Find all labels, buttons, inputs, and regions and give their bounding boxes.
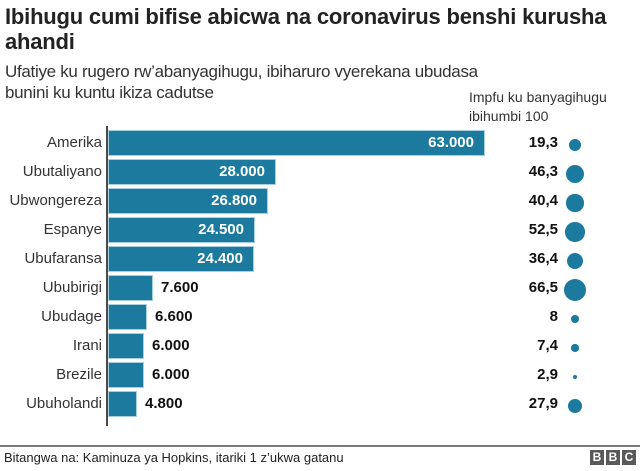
bar-row: Espanye 24.500 52,5: [0, 217, 640, 243]
deaths-bar: [108, 391, 137, 417]
bar-row: Ubutaliyano 28.000 46,3: [0, 159, 640, 185]
bar-row: Ububirigi 7.600 66,5: [0, 275, 640, 301]
deaths-value: 63.000: [428, 134, 474, 151]
rate-bubble: [566, 194, 584, 212]
deaths-bar: 24.400: [108, 246, 254, 272]
country-label: Espanye: [43, 221, 102, 238]
country-label: Ubuholandi: [26, 395, 102, 412]
deaths-bar: 24.500: [108, 217, 255, 243]
rate-bubble: [566, 252, 584, 270]
country-label: Brezile: [56, 366, 102, 383]
bar-row: Ubwongereza 26.800 40,4: [0, 188, 640, 214]
deaths-value: 6.000: [152, 366, 190, 383]
bar-row: Ubudage 6.600 8: [0, 304, 640, 330]
bar-row: Ubufaransa 24.400 36,4: [0, 246, 640, 272]
logo-letter: B: [606, 450, 620, 465]
rate-bubble: [572, 374, 578, 380]
chart-title: Ibihugu cumi bifise abicwa na coronaviru…: [5, 4, 607, 54]
source-note: Bitangwa na: Kaminuza ya Hopkins, itarik…: [4, 450, 344, 465]
country-label: Ubudage: [41, 308, 102, 325]
bar-row: Ubuholandi 4.800 27,9: [0, 391, 640, 417]
deaths-value: 24.500: [198, 221, 244, 238]
rate-value: 2,9: [537, 366, 558, 383]
deaths-value: 28.000: [219, 163, 265, 180]
deaths-bar: [108, 362, 144, 388]
rate-value: 40,4: [528, 192, 558, 209]
bar-row: Irani 6.000 7,4: [0, 333, 640, 359]
rate-bubble: [564, 279, 586, 301]
y-axis-line: [106, 126, 108, 426]
rate-header-line1: Impfu ku banyagihugu: [469, 89, 607, 105]
country-label: Ubwongereza: [9, 192, 102, 209]
rate-column-header: Impfu ku banyagihugu ibihumbi 100: [469, 88, 607, 126]
rate-value: 8: [549, 308, 558, 325]
deaths-value: 24.400: [197, 250, 243, 267]
deaths-bar: [108, 333, 144, 359]
rate-value: 36,4: [528, 250, 558, 267]
logo-letter: C: [622, 450, 636, 465]
rate-value: 52,5: [528, 221, 558, 238]
bar-row: Amerika 63.000 19,3: [0, 130, 640, 156]
rate-value: 7,4: [537, 337, 558, 354]
deaths-bar: 26.800: [108, 188, 268, 214]
rate-bubble: [571, 315, 579, 323]
rate-bubble: [565, 222, 585, 242]
deaths-bar: 63.000: [108, 130, 485, 156]
country-label: Ubufaransa: [24, 250, 102, 267]
deaths-value: 4.800: [145, 395, 183, 412]
deaths-value: 26.800: [211, 192, 257, 209]
deaths-value: 6.600: [155, 308, 193, 325]
chart-subtitle: Ufatiye ku rugero rw’abanyagihugu, ibiha…: [5, 62, 478, 102]
deaths-value: 6.000: [152, 337, 190, 354]
rate-value: 19,3: [528, 134, 558, 151]
footer-divider: [0, 445, 640, 447]
rate-bubble: [569, 139, 581, 151]
bbc-logo: B B C: [590, 450, 636, 465]
deaths-bar: 28.000: [108, 159, 276, 185]
rate-value: 66,5: [528, 279, 558, 296]
rate-value: 27,9: [528, 395, 558, 412]
rate-bubble: [567, 398, 583, 414]
bar-row: Brezile 6.000 2,9: [0, 362, 640, 388]
deaths-bar: [108, 304, 147, 330]
rate-bubble: [565, 164, 585, 184]
deaths-bar: [108, 275, 153, 301]
rate-value: 46,3: [528, 163, 558, 180]
country-label: Ubutaliyano: [22, 163, 102, 180]
rate-bubble: [571, 344, 579, 352]
country-label: Ububirigi: [42, 279, 102, 296]
logo-letter: B: [590, 450, 604, 465]
country-label: Amerika: [46, 134, 102, 151]
rate-header-line2: ibihumbi 100: [469, 108, 549, 124]
country-label: Irani: [72, 337, 102, 354]
deaths-value: 7.600: [161, 279, 199, 296]
